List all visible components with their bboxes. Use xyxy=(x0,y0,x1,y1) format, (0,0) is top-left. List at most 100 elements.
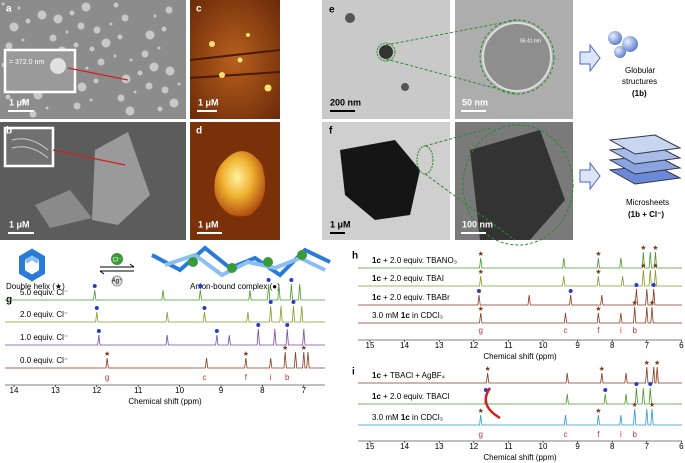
peak-marker xyxy=(634,382,639,386)
panel-f: f 1 μM 100 nm xyxy=(322,122,574,246)
particle xyxy=(117,34,123,40)
panel-label: c xyxy=(196,4,202,15)
x-tick-label: 11 xyxy=(134,386,143,395)
spectrum xyxy=(358,288,682,306)
trace-label: 1.0 equiv. Cl⁻ xyxy=(20,333,68,342)
particle xyxy=(21,98,27,104)
peak-marker xyxy=(256,323,261,327)
shift-arrow xyxy=(484,387,501,420)
peak-marker xyxy=(568,289,573,293)
trace-label-part: 1c xyxy=(372,274,381,283)
peak-label: b xyxy=(285,373,290,382)
particle xyxy=(89,46,95,52)
trace-label: 1c + 2.0 equiv. TBAI xyxy=(372,274,444,283)
x-tick-label: 12 xyxy=(92,386,101,395)
peak-marker: ★ xyxy=(478,305,484,313)
x-tick-label: 11 xyxy=(504,442,513,451)
label: Globular xyxy=(625,66,656,75)
panel-a: = 372.0 nm a 1 μM xyxy=(0,0,186,119)
peak-marker: ★ xyxy=(649,299,655,307)
scale-bar: 1 μM xyxy=(330,219,351,229)
particle xyxy=(117,94,125,102)
particle xyxy=(9,22,19,32)
scale-bar: 200 nm xyxy=(330,97,361,107)
x-axis-title: Chemical shift (ppm) xyxy=(483,453,557,462)
peak-label: i xyxy=(620,430,622,439)
peak-marker: ★ xyxy=(632,299,638,307)
trace-label-part: + TBACl + AgBF₄ xyxy=(381,371,445,380)
peak-marker: ★ xyxy=(652,244,658,252)
peak-label: b xyxy=(632,430,637,439)
trace-label: 1c + TBACl + AgBF₄ xyxy=(372,371,445,380)
particle xyxy=(121,14,129,22)
peak-marker: ★ xyxy=(478,407,484,415)
x-tick-label: 9 xyxy=(219,386,224,395)
panel-label: f xyxy=(329,126,333,137)
x-tick-label: 9 xyxy=(575,442,580,451)
x-tick-label: 14 xyxy=(400,341,409,350)
x-tick-label: 8 xyxy=(610,442,615,451)
peak-marker xyxy=(266,278,271,282)
peak-marker: ★ xyxy=(644,359,650,367)
peak-marker xyxy=(648,382,653,386)
peak-label: g xyxy=(105,373,109,382)
particle xyxy=(17,6,21,10)
trace-label: 2.0 equiv. Cl⁻ xyxy=(20,310,68,319)
particle xyxy=(77,82,87,92)
particle xyxy=(125,106,135,116)
particle xyxy=(165,6,173,14)
scale-bar: 1 μM xyxy=(198,219,219,229)
x-tick-label: 8 xyxy=(260,386,265,395)
peak-label: c xyxy=(563,430,567,439)
trace-label-part: 3.0 mM xyxy=(372,413,401,422)
peak-marker: ★ xyxy=(104,350,110,358)
peak-marker: ★ xyxy=(595,268,601,276)
trace-label-part: + 2.0 equiv. TBAI xyxy=(381,274,444,283)
ion: Cl⁻ xyxy=(113,258,122,264)
peak-label: g xyxy=(478,326,482,335)
particle xyxy=(137,70,143,76)
peak-label: f xyxy=(245,373,248,382)
peak-marker xyxy=(214,329,219,333)
spectrum xyxy=(358,306,682,324)
x-tick-label: 7 xyxy=(645,341,650,350)
particle xyxy=(109,22,113,26)
peak-marker xyxy=(291,300,296,304)
particle xyxy=(73,102,81,110)
x-tick-label: 10 xyxy=(539,442,548,451)
peak-marker xyxy=(476,289,481,293)
particle xyxy=(85,66,89,70)
nmr-panels: g 5.0 equiv. Cl⁻ 2.0 equiv. Cl⁻ 1.0 equiv. … xyxy=(5,244,684,462)
particle xyxy=(161,26,167,32)
particle xyxy=(129,58,133,62)
x-tick-label: 13 xyxy=(51,386,60,395)
particle xyxy=(113,2,119,8)
peak-marker xyxy=(651,283,656,287)
particle xyxy=(49,34,57,42)
particle xyxy=(73,42,79,48)
peak-label: f xyxy=(597,430,600,439)
particle xyxy=(145,30,155,40)
panel-label: i xyxy=(352,367,355,378)
particle xyxy=(93,78,99,84)
particle xyxy=(93,26,101,34)
label: Microsheets xyxy=(626,198,669,207)
peak-marker: ★ xyxy=(640,262,646,270)
label: Double helix (★) xyxy=(6,282,65,291)
particle xyxy=(157,46,161,50)
x-tick-label: 8 xyxy=(610,341,615,350)
particle xyxy=(5,42,13,50)
x-axis-title: Chemical shift (ppm) xyxy=(128,397,202,406)
particle xyxy=(169,98,179,108)
particle xyxy=(161,86,169,94)
particle xyxy=(21,38,25,42)
x-tick-label: 14 xyxy=(10,386,19,395)
particle xyxy=(53,14,63,24)
particle xyxy=(177,82,181,86)
panel-label: b xyxy=(6,126,12,137)
peak-marker: ★ xyxy=(595,407,601,415)
morphology: Globular structures (1b) Microsheets (1b… xyxy=(579,31,682,219)
x-tick-label: 9 xyxy=(575,341,580,350)
peak-marker: ★ xyxy=(478,268,484,276)
